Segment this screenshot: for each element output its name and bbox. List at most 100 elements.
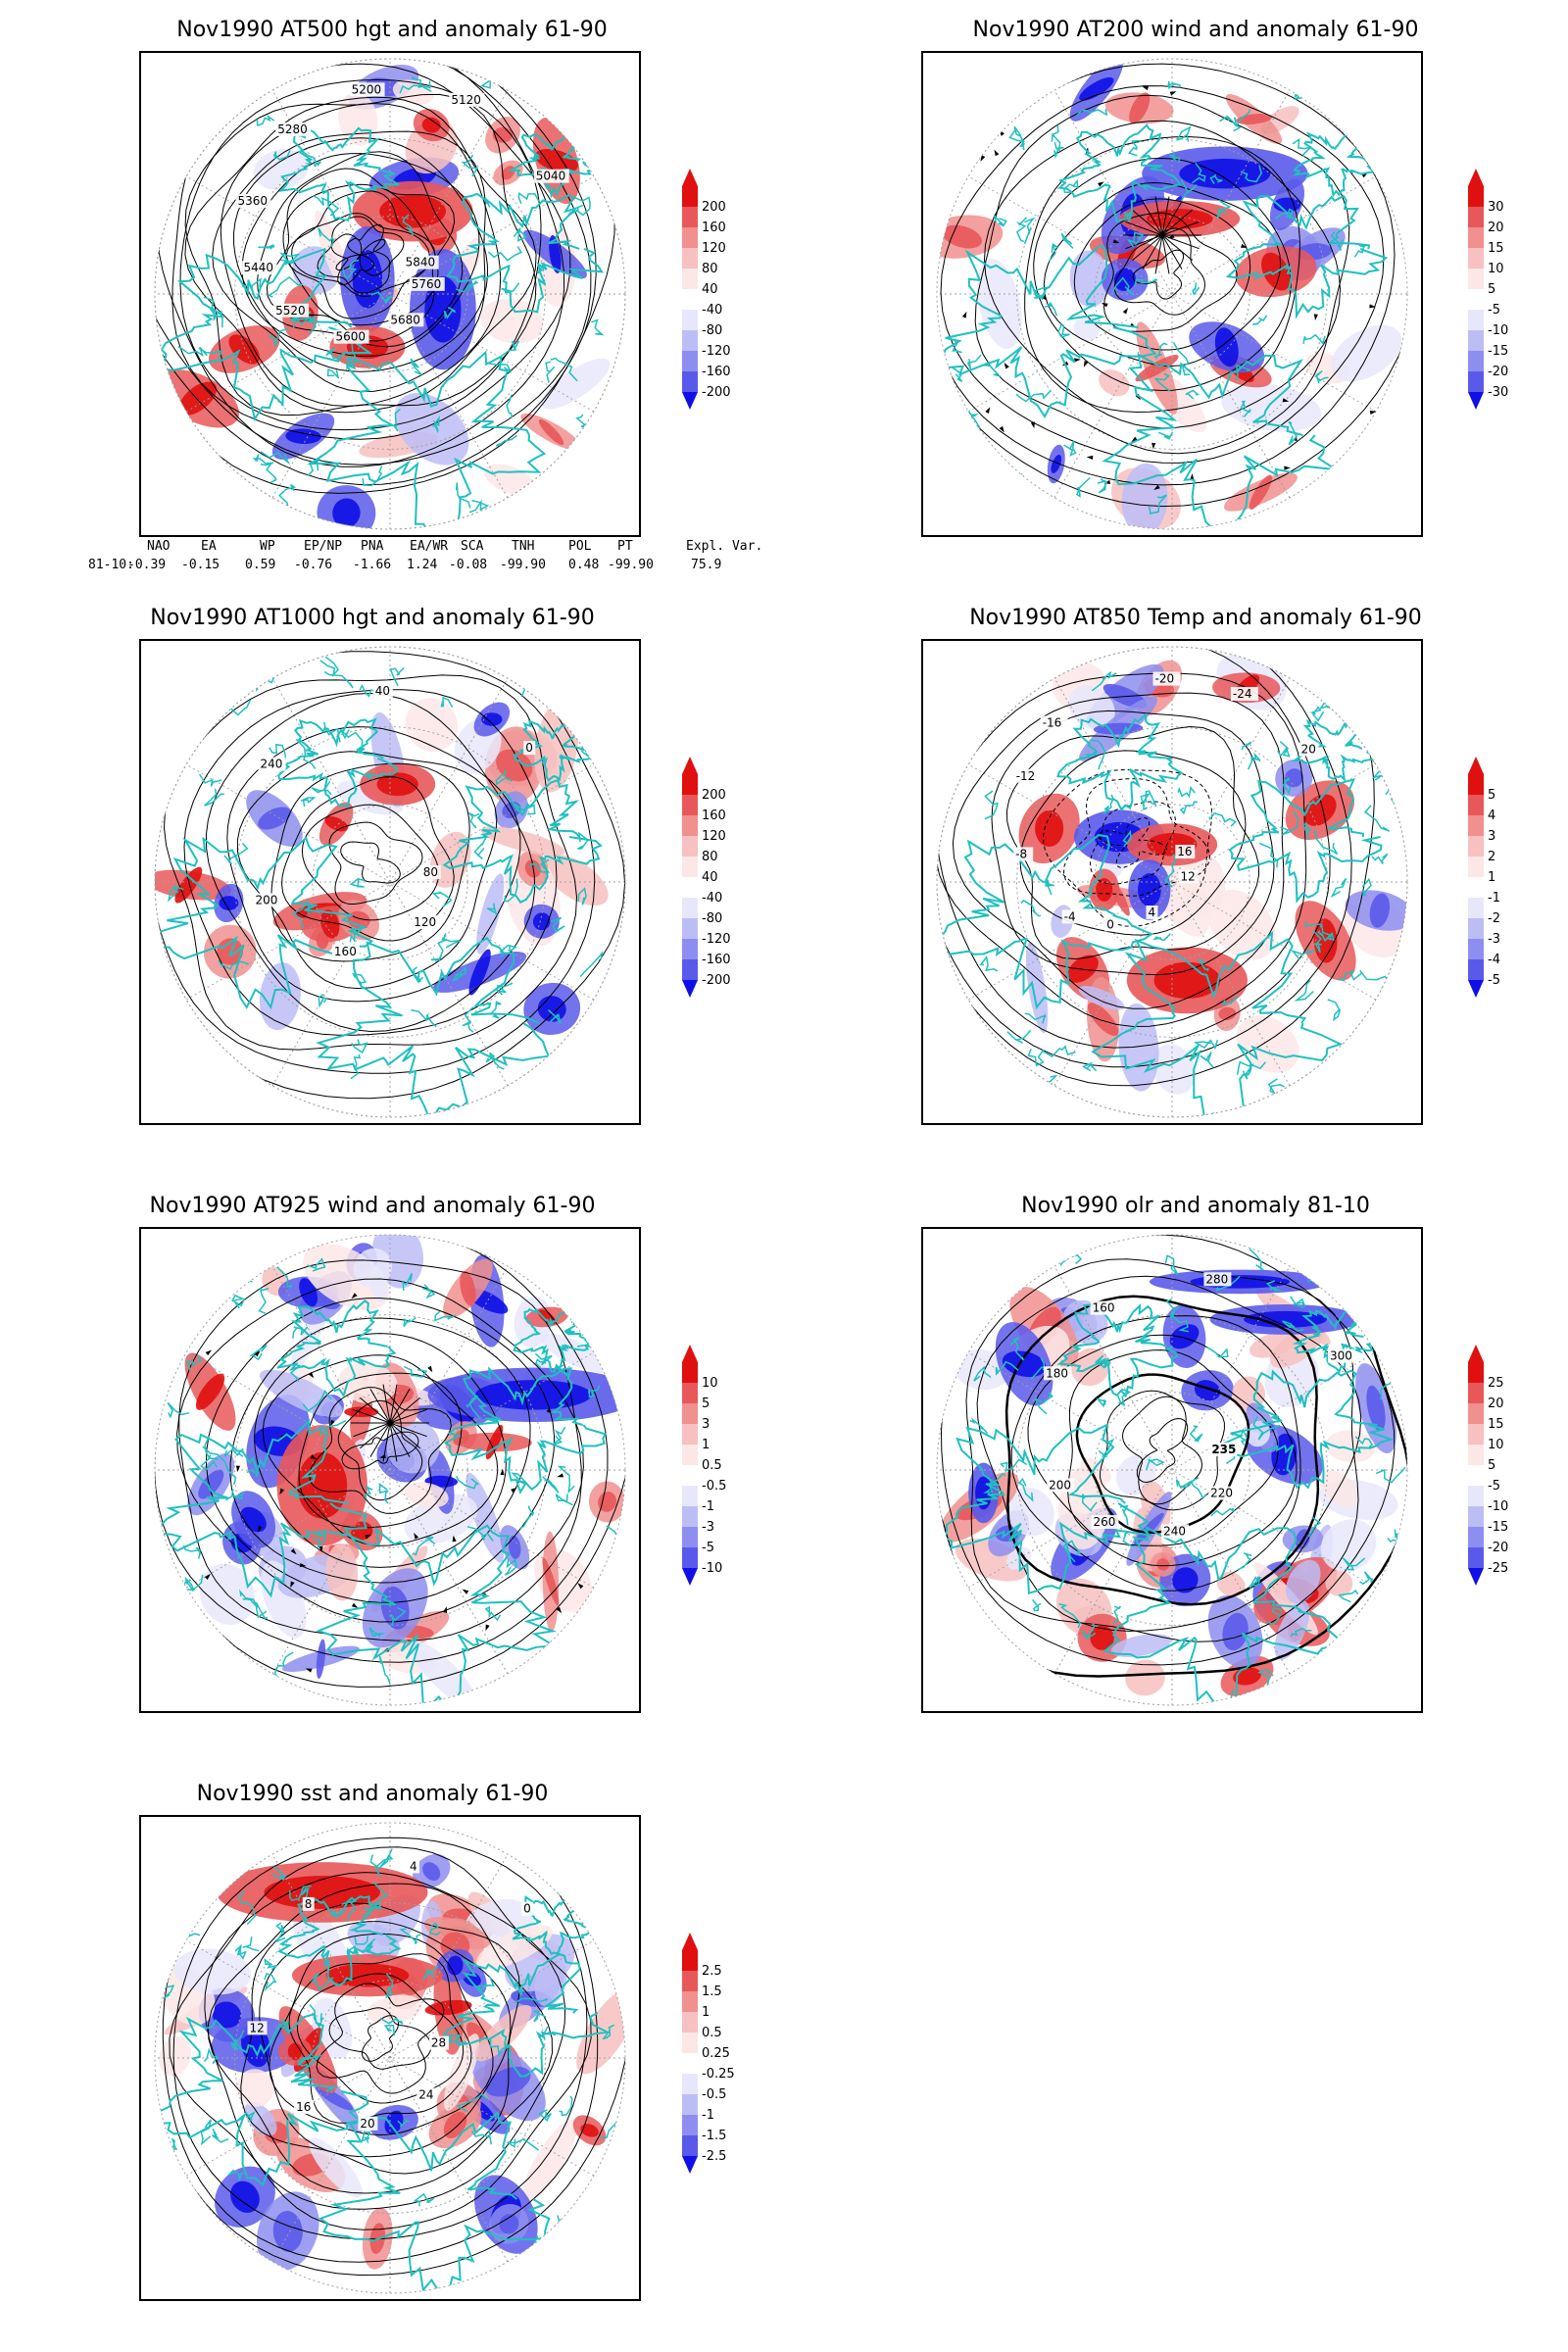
colorbar-at200: 30 20 15 10 5 -5 -10 -15 -20 -30 bbox=[1460, 169, 1529, 428]
colorbar-segment bbox=[682, 351, 698, 371]
coast-fragment bbox=[504, 1558, 517, 1577]
coast-fragment bbox=[201, 1276, 216, 1290]
anomaly-core bbox=[443, 2111, 467, 2138]
contour-label: 160 bbox=[334, 945, 357, 958]
anomaly-core bbox=[228, 334, 260, 365]
index-header: SCA bbox=[461, 539, 484, 554]
anomaly-core bbox=[598, 1492, 617, 1512]
coast-fragment bbox=[273, 1651, 294, 1680]
coast-fragment bbox=[223, 1447, 244, 1457]
wind-arrow bbox=[183, 1285, 188, 1292]
coast-fragment bbox=[431, 891, 453, 907]
wind-arrow bbox=[561, 1270, 566, 1278]
anomaly-core bbox=[379, 194, 446, 228]
contour-line bbox=[176, 1278, 584, 1623]
contour-label: 240 bbox=[261, 758, 283, 771]
coast-fragment bbox=[1193, 1039, 1219, 1051]
colorbar-label: 160 bbox=[702, 220, 726, 235]
colorbar-label: 5 bbox=[702, 1396, 710, 1411]
wind-arrow bbox=[1142, 86, 1150, 91]
colorbar-segment bbox=[682, 289, 698, 310]
colorbar-label: 80 bbox=[702, 850, 718, 864]
coast-fragment bbox=[1153, 342, 1168, 360]
anomaly-core bbox=[1067, 955, 1099, 983]
contour-label: 280 bbox=[1205, 1272, 1228, 1286]
coast-fragment bbox=[1291, 949, 1316, 960]
anomaly-patch bbox=[159, 2035, 192, 2077]
colorbar-at925: 10 5 3 1 0.5 -0.5 -1 -3 -5 -10 bbox=[674, 1345, 743, 1604]
coast-fragment bbox=[507, 2138, 540, 2151]
wind-arrow bbox=[254, 1350, 261, 1357]
coast-fragment bbox=[291, 899, 310, 929]
coast-fragment bbox=[1342, 1557, 1366, 1571]
colorbar-segment bbox=[682, 186, 698, 207]
coast-fragment bbox=[455, 1475, 479, 1490]
coast-fragment bbox=[498, 944, 517, 957]
coast-fragment bbox=[311, 780, 332, 796]
colorbar-segment bbox=[682, 1424, 698, 1445]
contour-line bbox=[1005, 725, 1260, 960]
contour-label: 40 bbox=[375, 684, 390, 698]
map-boundary bbox=[154, 646, 626, 1118]
contour-line bbox=[974, 94, 1350, 455]
contour-line bbox=[940, 85, 1385, 464]
wind-arrow bbox=[310, 1454, 318, 1460]
anomaly-core bbox=[447, 1955, 464, 1976]
coast-fragment bbox=[383, 2024, 395, 2036]
coast-fragment bbox=[537, 679, 553, 694]
coast-fragment bbox=[249, 1345, 268, 1361]
wind-arrow bbox=[980, 155, 986, 162]
coast-fragment bbox=[309, 2004, 324, 2030]
colorbar-segment bbox=[1468, 1445, 1484, 1465]
contour-line bbox=[937, 63, 1396, 486]
coast-fragment bbox=[352, 972, 368, 990]
coast-fragment bbox=[1304, 920, 1332, 941]
contour-line bbox=[328, 821, 423, 905]
colorbar-arrow-bottom bbox=[682, 1568, 698, 1586]
coast-fragment bbox=[1054, 142, 1064, 160]
colorbar-label: 15 bbox=[1488, 1417, 1504, 1432]
colorbar-label: -5 bbox=[1488, 973, 1500, 988]
coast-fragment bbox=[559, 2095, 573, 2117]
colorbar-segment bbox=[1468, 310, 1484, 330]
coast-fragment bbox=[204, 788, 224, 807]
coast-fragment bbox=[552, 1426, 566, 1446]
contour-line bbox=[291, 213, 430, 297]
anomaly-patch bbox=[466, 1472, 505, 1563]
coast-fragment bbox=[1185, 389, 1200, 400]
anomaly-patch bbox=[253, 149, 309, 190]
anomaly-core bbox=[1172, 1567, 1199, 1593]
contour-label: 5600 bbox=[336, 330, 367, 344]
colorbar-segment bbox=[1468, 918, 1484, 939]
index-header: PT bbox=[617, 539, 633, 554]
anomaly-patch bbox=[338, 92, 378, 146]
contour-label: 24 bbox=[418, 2087, 433, 2101]
contour-line bbox=[240, 1902, 520, 2175]
colorbar-segment bbox=[1468, 774, 1484, 795]
coast-fragment bbox=[1058, 1602, 1082, 1629]
colorbar-label: -5 bbox=[1488, 1479, 1500, 1494]
contour-label: 220 bbox=[1210, 1487, 1233, 1500]
coast-fragment bbox=[979, 955, 999, 972]
contour-line bbox=[1043, 181, 1282, 368]
coast-fragment bbox=[1359, 1571, 1374, 1586]
coast-fragment bbox=[390, 1606, 407, 1626]
anomaly-core bbox=[1135, 355, 1179, 382]
contour-line bbox=[940, 1235, 1396, 1666]
colorbar-segment bbox=[682, 2074, 698, 2094]
coast-fragment bbox=[1363, 805, 1391, 832]
coast-fragment bbox=[200, 1454, 219, 1471]
wind-arrow bbox=[462, 1589, 469, 1594]
colorbar-label: -30 bbox=[1488, 385, 1508, 400]
contour-label: 16 bbox=[1177, 845, 1192, 858]
colorbar-label: -40 bbox=[702, 891, 722, 906]
coast-fragment bbox=[455, 482, 471, 509]
coast-fragment bbox=[555, 1494, 573, 1506]
colorbar-segment bbox=[682, 1991, 698, 2012]
panel-title: Nov1990 AT850 Temp and anomaly 61-90 bbox=[969, 606, 1422, 630]
coast-fragment bbox=[238, 1589, 259, 1608]
coast-fragment bbox=[368, 1627, 384, 1638]
colorbar-segment bbox=[1468, 371, 1484, 392]
map-at200-wind bbox=[921, 51, 1423, 537]
coast-fragment bbox=[1082, 1494, 1098, 1512]
